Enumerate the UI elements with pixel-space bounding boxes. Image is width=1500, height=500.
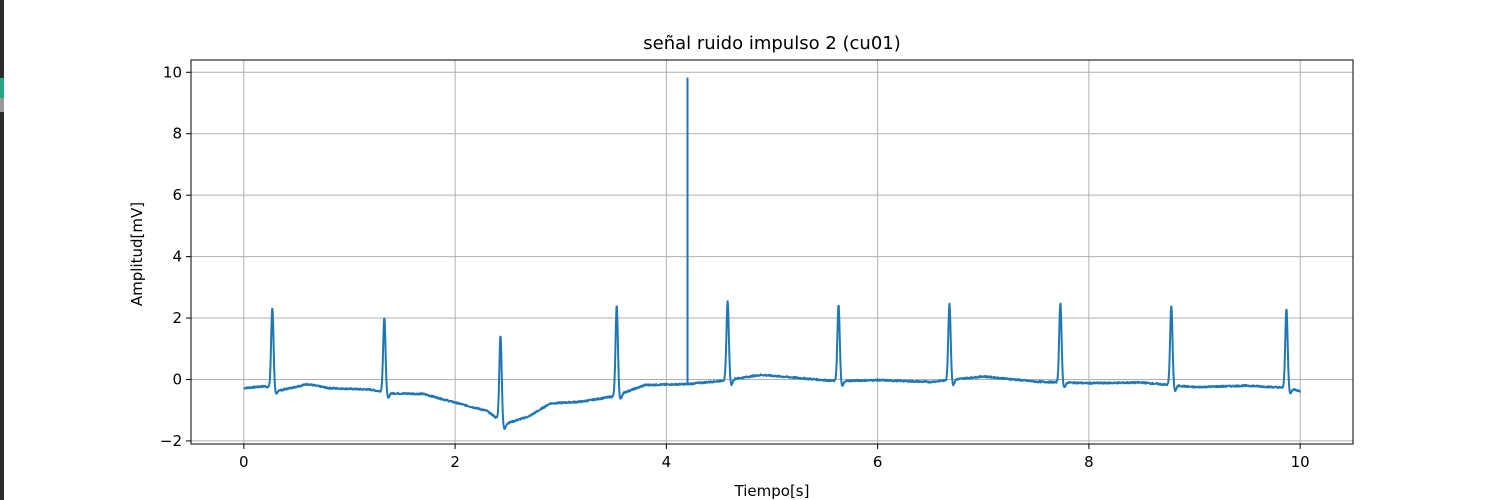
y-tick-label: 6 (172, 186, 182, 204)
x-tick-label: 6 (873, 453, 883, 471)
x-axis-label: Tiempo[s] (734, 482, 810, 500)
y-tick-label: 0 (172, 370, 182, 388)
y-axis-label: Amplitud[mV] (128, 202, 146, 306)
ecg-series-line (243, 77, 1302, 430)
x-tick-label: 8 (1084, 453, 1094, 471)
y-tick-label: 8 (172, 125, 182, 143)
window-edge-accent (0, 78, 4, 98)
window-edge-accent-grey (0, 98, 4, 112)
y-tick-label: −2 (160, 432, 182, 450)
series-layer (243, 77, 1302, 430)
y-tick-label: 4 (172, 248, 182, 266)
chart-title: señal ruido impulso 2 (cu01) (643, 33, 901, 54)
x-tick-label: 4 (662, 453, 672, 471)
y-tick-label: 10 (163, 63, 182, 81)
grid (191, 60, 1353, 444)
window-edge (0, 0, 4, 500)
y-tick-label: 2 (172, 309, 182, 327)
plot-frame (190, 59, 1354, 445)
x-tick-label: 2 (450, 453, 460, 471)
x-tick-label: 10 (1291, 453, 1310, 471)
ticks: 0 2 4 6 8 10 −2 0 2 4 6 8 10 (160, 63, 1310, 471)
x-tick-label: 0 (239, 453, 249, 471)
